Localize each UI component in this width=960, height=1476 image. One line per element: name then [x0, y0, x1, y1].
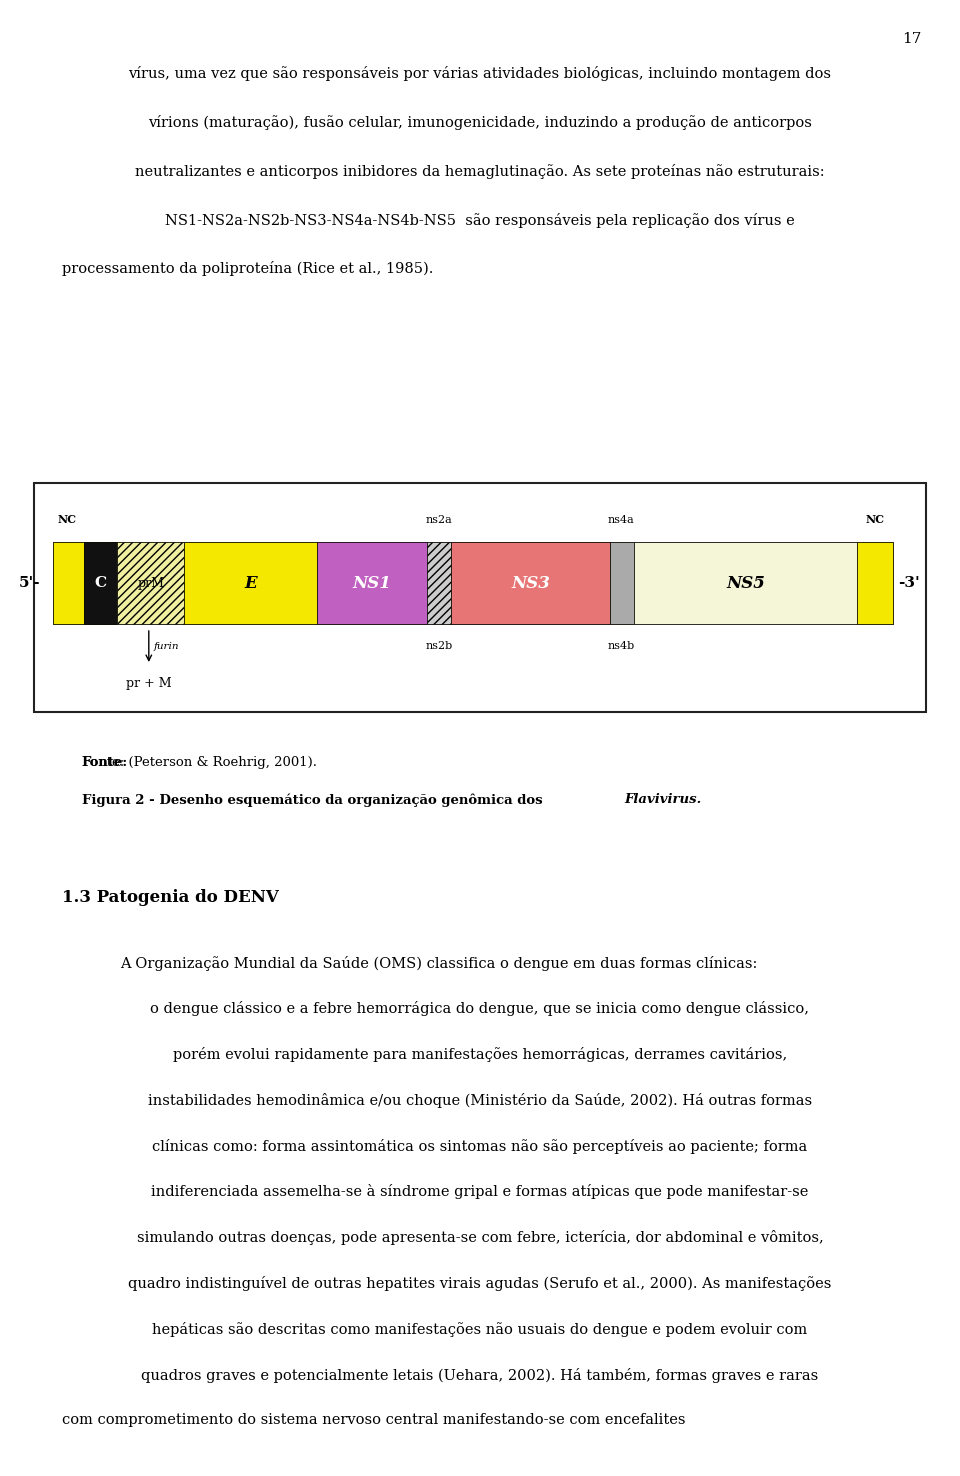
Text: quadros graves e potencialmente letais (Uehara, 2002). Há também, formas graves : quadros graves e potencialmente letais (…	[141, 1368, 819, 1383]
Text: pr + M: pr + M	[126, 676, 172, 689]
Text: quadro indistinguível de outras hepatites virais agudas (Serufo et al., 2000). A: quadro indistinguível de outras hepatite…	[129, 1277, 831, 1292]
Text: Fonte:: Fonte:	[82, 757, 128, 769]
Bar	[427, 543, 451, 624]
Text: NC: NC	[866, 514, 885, 525]
Text: hepáticas são descritas como manifestações não usuais do dengue e podem evoluir : hepáticas são descritas como manifestaçõ…	[153, 1322, 807, 1337]
Bar	[53, 543, 84, 624]
Text: prM: prM	[137, 577, 164, 589]
Text: E: E	[244, 574, 257, 592]
Text: o dengue clássico e a febre hemorrágica do dengue, que se inicia como dengue clá: o dengue clássico e a febre hemorrágica …	[151, 1002, 809, 1017]
Text: Figura 2 - Desenho esquemático da organização genômica dos: Figura 2 - Desenho esquemático da organi…	[82, 794, 547, 807]
Text: instabilidades hemodinâmica e/ou choque (Ministério da Saúde, 2002). Há outras f: instabilidades hemodinâmica e/ou choque …	[148, 1094, 812, 1108]
Text: 1.3 Patogenia do DENV: 1.3 Patogenia do DENV	[62, 890, 279, 906]
Text: NS1: NS1	[352, 574, 392, 592]
Bar	[634, 543, 857, 624]
Text: processamento da poliproteína (Rice et al., 1985).: processamento da poliproteína (Rice et a…	[62, 261, 434, 276]
Bar	[184, 543, 317, 624]
Text: simulando outras doenças, pode apresenta-se com febre, icterícia, dor abdominal : simulando outras doenças, pode apresenta…	[136, 1231, 824, 1246]
Text: Flavivirus.: Flavivirus.	[624, 794, 701, 806]
Text: ns4b: ns4b	[608, 642, 635, 651]
Text: A Organização Mundial da Saúde (OMS) classifica o dengue em duas formas clínicas: A Organização Mundial da Saúde (OMS) cla…	[120, 956, 757, 971]
Bar	[610, 543, 634, 624]
Bar	[857, 543, 893, 624]
Text: NS3: NS3	[511, 574, 550, 592]
Text: indiferenciada assemelha-se à síndrome gripal e formas atípicas que pode manifes: indiferenciada assemelha-se à síndrome g…	[152, 1185, 808, 1200]
Text: NC: NC	[58, 514, 77, 525]
Text: com comprometimento do sistema nervoso central manifestando-se com encefalites: com comprometimento do sistema nervoso c…	[62, 1414, 685, 1427]
Text: furin: furin	[154, 642, 180, 651]
Text: 5'-: 5'-	[18, 576, 40, 590]
Text: ns4a: ns4a	[608, 515, 635, 525]
Text: vírus, uma vez que são responsáveis por várias atividades biológicas, incluindo : vírus, uma vez que são responsáveis por …	[129, 66, 831, 81]
Text: ns2b: ns2b	[425, 642, 452, 651]
Text: NS5: NS5	[726, 574, 765, 592]
Bar	[451, 543, 610, 624]
Text: vírions (maturação), fusão celular, imunogenicidade, induzindo a produção de ant: vírions (maturação), fusão celular, imun…	[148, 115, 812, 130]
Text: clínicas como: forma assintomática os sintomas não são perceptíveis ao paciente;: clínicas como: forma assintomática os si…	[153, 1139, 807, 1154]
Bar	[53, 543, 893, 624]
Text: 17: 17	[902, 32, 922, 46]
Text: porém evolui rapidamente para manifestações hemorrágicas, derrames cavitários,: porém evolui rapidamente para manifestaç…	[173, 1048, 787, 1063]
Text: neutralizantes e anticorpos inibidores da hemaglutinação. As sete proteínas não : neutralizantes e anticorpos inibidores d…	[135, 164, 825, 179]
FancyBboxPatch shape	[34, 484, 926, 713]
Text: NS1-NS2a-NS2b-NS3-NS4a-NS4b-NS5  são responsáveis pela replicação dos vírus e: NS1-NS2a-NS2b-NS3-NS4a-NS4b-NS5 são resp…	[165, 213, 795, 227]
Bar	[117, 543, 184, 624]
Text: ns2a: ns2a	[425, 515, 452, 525]
Text: Fonte: (Peterson & Roehrig, 2001).: Fonte: (Peterson & Roehrig, 2001).	[82, 757, 317, 769]
Bar	[84, 543, 117, 624]
Bar	[317, 543, 427, 624]
Text: -3': -3'	[899, 576, 921, 590]
Text: C: C	[95, 576, 107, 590]
